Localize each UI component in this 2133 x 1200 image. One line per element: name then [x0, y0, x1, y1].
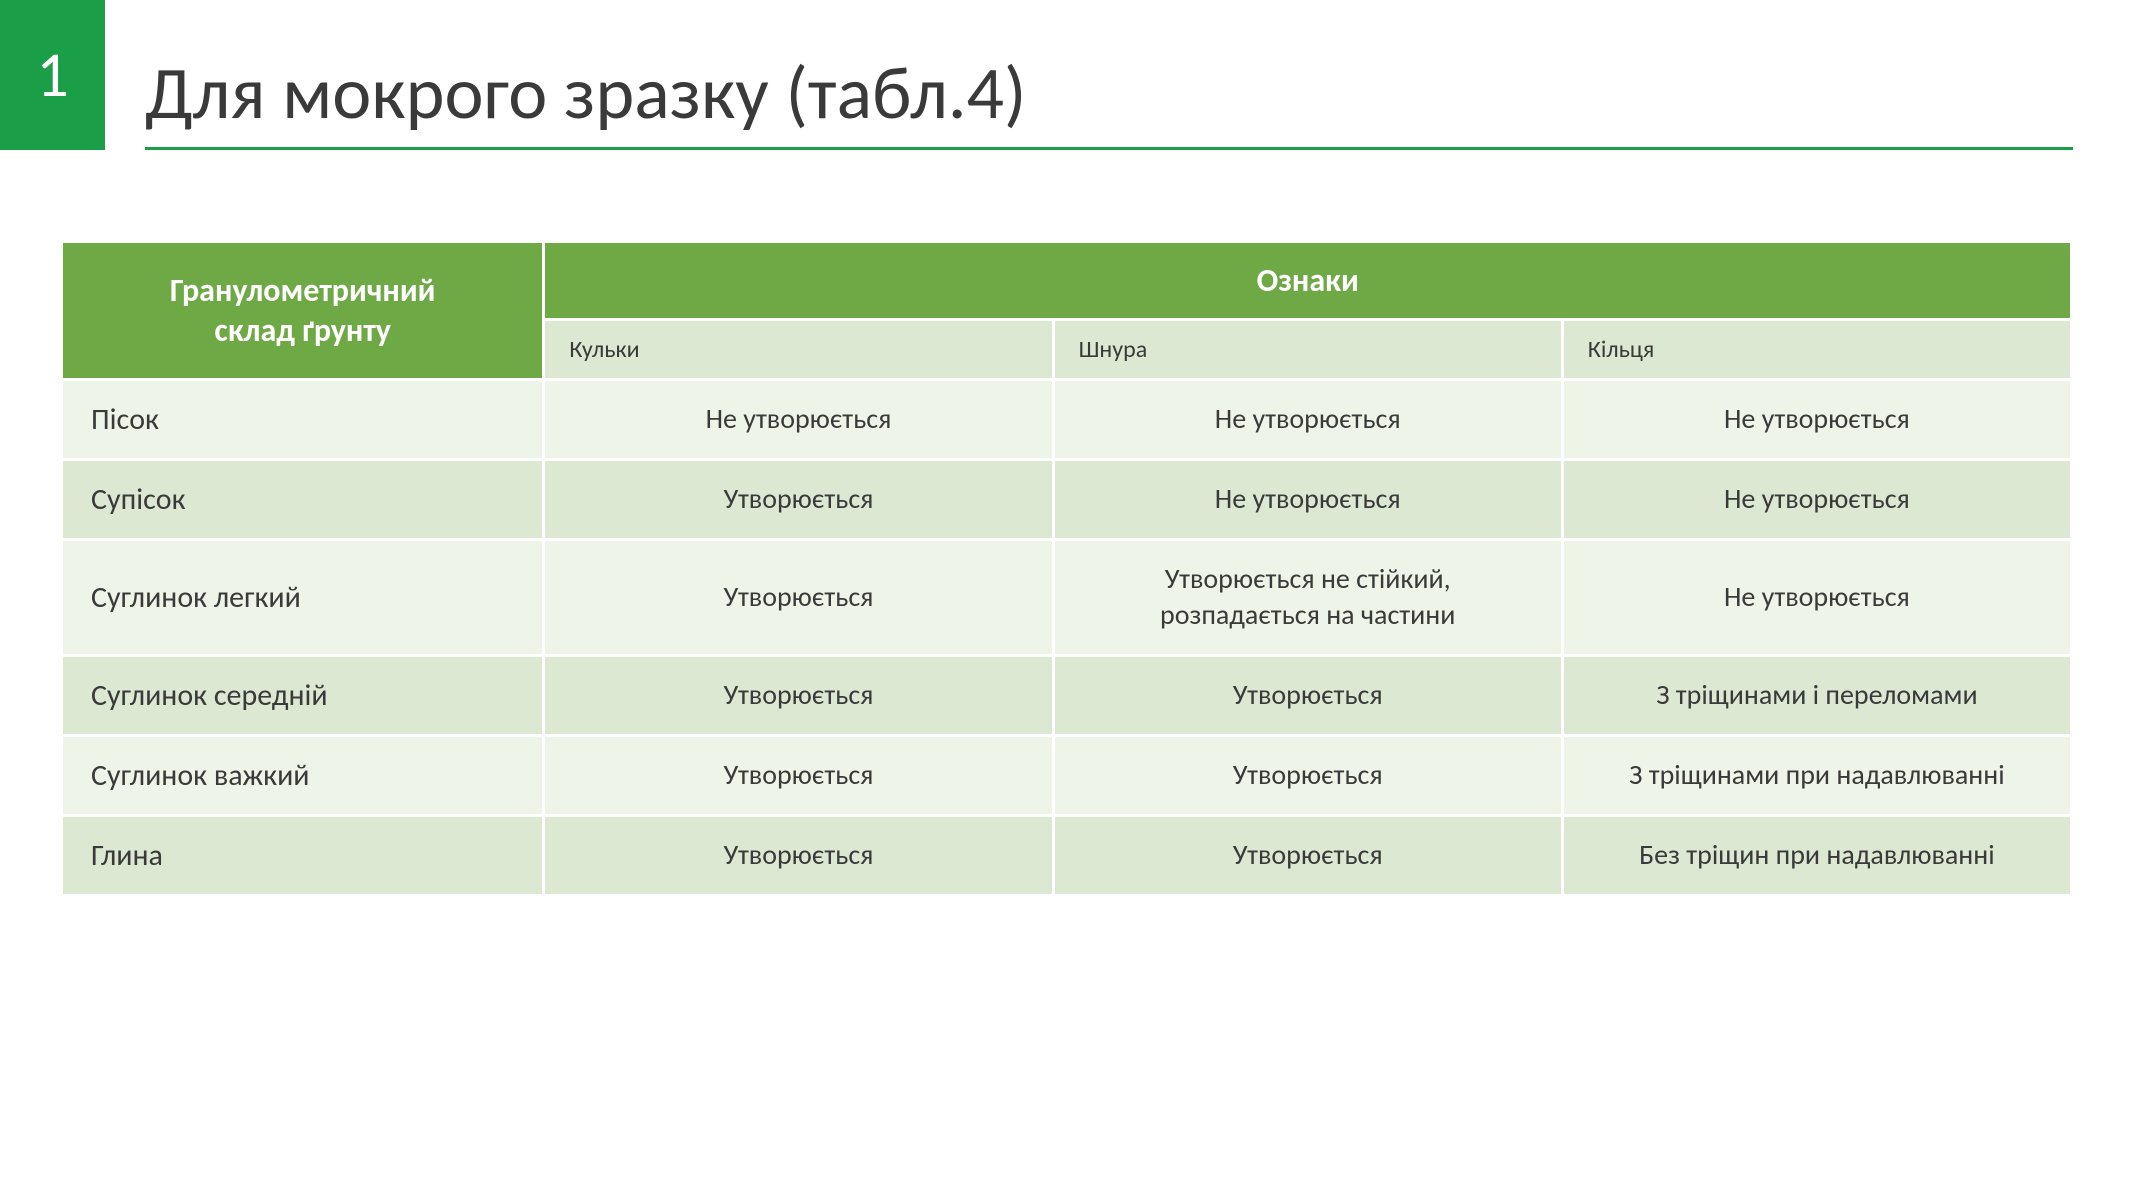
header-row: 1 Для мокрого зразку (табл.4)	[0, 0, 2133, 150]
table-row: Суглинок середній Утворюється Утворюєтьс…	[62, 655, 2072, 735]
title-wrap: Для мокрого зразку (табл.4)	[105, 0, 2133, 150]
cell: Утворюється	[544, 655, 1053, 735]
cell: Не утворюється	[1053, 460, 1562, 540]
cell: Утворюється	[544, 540, 1053, 656]
cell: З тріщинами і переломами	[1562, 655, 2071, 735]
table-header-span: Ознаки	[544, 242, 2072, 320]
table-row: Суглинок важкий Утворюється Утворюється …	[62, 735, 2072, 815]
row-label: Суглинок середній	[62, 655, 544, 735]
table-row: Глина Утворюється Утворюється Без тріщин…	[62, 815, 2072, 895]
table-subheader: Шнура	[1053, 320, 1562, 380]
row-label: Супісок	[62, 460, 544, 540]
cell: Не утворюється	[1562, 380, 2071, 460]
title-underline	[145, 147, 2073, 150]
cell: Утворюється	[1053, 735, 1562, 815]
cell: Утворюється	[1053, 655, 1562, 735]
cell: Без тріщин при надавлюванні	[1562, 815, 2071, 895]
row-label: Суглинок легкий	[62, 540, 544, 656]
cell: Утворюється не стійкий,розпадається на ч…	[1053, 540, 1562, 656]
table-row: Супісок Утворюється Не утворюється Не ут…	[62, 460, 2072, 540]
cell: Не утворюється	[1562, 460, 2071, 540]
cell: Не утворюється	[1562, 540, 2071, 656]
table-row: Пісок Не утворюється Не утворюється Не у…	[62, 380, 2072, 460]
cell: Утворюється	[544, 460, 1053, 540]
table-header-rowcol: Гранулометричнийсклад ґрунту	[62, 242, 544, 380]
cell: Утворюється	[1053, 815, 1562, 895]
table-region: Гранулометричнийсклад ґрунту Ознаки Куль…	[0, 150, 2133, 897]
cell: Утворюється	[544, 815, 1053, 895]
slide-number-badge: 1	[0, 0, 105, 150]
row-label: Суглинок важкий	[62, 735, 544, 815]
cell: З тріщинами при надавлюванні	[1562, 735, 2071, 815]
cell: Утворюється	[544, 735, 1053, 815]
slide: 1 Для мокрого зразку (табл.4) Грануломет…	[0, 0, 2133, 1200]
table-subheader: Кульки	[544, 320, 1053, 380]
row-label: Глина	[62, 815, 544, 895]
cell: Не утворюється	[1053, 380, 1562, 460]
table-row: Суглинок легкий Утворюється Утворюється …	[62, 540, 2072, 656]
table-body: Пісок Не утворюється Не утворюється Не у…	[62, 380, 2072, 896]
slide-number: 1	[36, 36, 68, 114]
table-subheader: Кільця	[1562, 320, 2071, 380]
cell: Не утворюється	[544, 380, 1053, 460]
row-label: Пісок	[62, 380, 544, 460]
page-title: Для мокрого зразку (табл.4)	[145, 55, 2073, 147]
soil-table: Гранулометричнийсклад ґрунту Ознаки Куль…	[60, 240, 2073, 897]
